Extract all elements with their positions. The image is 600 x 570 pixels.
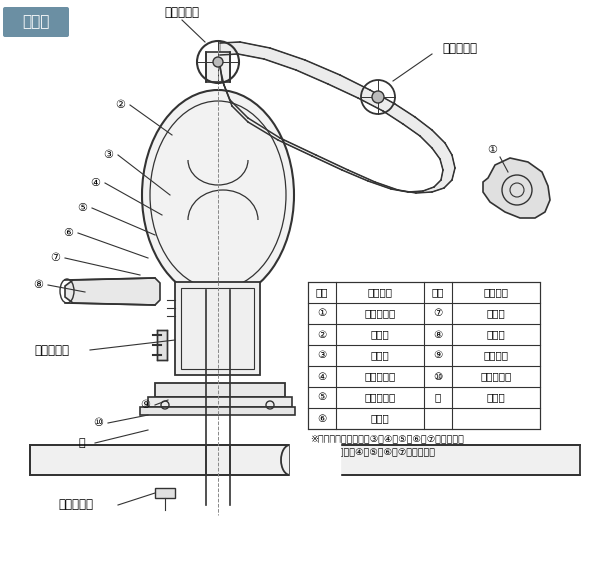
Polygon shape xyxy=(220,42,455,193)
Text: ※ピストン一式とは　③＋④＋⑤＋⑥＋⑦の部品です: ※ピストン一式とは ③＋④＋⑤＋⑥＋⑦の部品です xyxy=(310,434,464,443)
Text: 符号: 符号 xyxy=(432,287,444,298)
Text: 部品名称: 部品名称 xyxy=(367,287,392,298)
Text: ⑩: ⑩ xyxy=(93,418,103,428)
Text: ⑥: ⑥ xyxy=(63,228,73,238)
Text: 構造図: 構造図 xyxy=(22,14,50,30)
Text: 台　板: 台 板 xyxy=(487,393,505,402)
Polygon shape xyxy=(157,330,167,360)
Bar xyxy=(340,445,580,475)
Text: ①: ① xyxy=(487,145,497,155)
Polygon shape xyxy=(483,158,550,218)
Text: サ　ブ　タ: サ ブ タ xyxy=(364,393,395,402)
Text: ②: ② xyxy=(317,329,326,340)
Text: ⑪: ⑪ xyxy=(435,393,441,402)
Text: ⑦: ⑦ xyxy=(433,308,443,319)
Bar xyxy=(30,445,290,475)
Text: ⑧: ⑧ xyxy=(33,280,43,290)
Bar xyxy=(206,52,230,82)
Ellipse shape xyxy=(142,90,294,300)
Text: ⑪: ⑪ xyxy=(79,438,85,448)
Bar xyxy=(181,288,254,369)
Text: 二重ボルト: 二重ボルト xyxy=(35,344,70,356)
FancyBboxPatch shape xyxy=(3,7,69,37)
Text: ⑦: ⑦ xyxy=(50,253,60,263)
Text: 符号: 符号 xyxy=(316,287,328,298)
Text: ⑨: ⑨ xyxy=(140,400,150,410)
Bar xyxy=(140,407,295,415)
Text: ⑤: ⑤ xyxy=(317,393,326,402)
Text: ⑧: ⑧ xyxy=(433,329,443,340)
Text: ③: ③ xyxy=(317,351,326,360)
Text: ⑨: ⑨ xyxy=(433,351,443,360)
Text: ⑩: ⑩ xyxy=(433,372,443,381)
Bar xyxy=(155,383,285,397)
Text: 角　座　金: 角 座 金 xyxy=(364,372,395,381)
Text: ライト弁: ライト弁 xyxy=(484,351,509,360)
Circle shape xyxy=(372,91,384,103)
Text: 台締ボルト: 台締ボルト xyxy=(58,499,93,511)
Text: 巻　皮: 巻 皮 xyxy=(371,413,389,424)
Text: 部品名称: 部品名称 xyxy=(484,287,509,298)
Text: ①: ① xyxy=(317,308,326,319)
Text: 木　玉: 木 玉 xyxy=(487,308,505,319)
Text: ②: ② xyxy=(115,100,125,110)
Text: ネ　ジ　下: ネ ジ 下 xyxy=(481,372,512,381)
Text: 大栓ボルト: 大栓ボルト xyxy=(443,42,478,55)
Text: ④: ④ xyxy=(317,372,326,381)
Circle shape xyxy=(213,57,223,67)
Text: 本　体: 本 体 xyxy=(371,329,389,340)
Polygon shape xyxy=(65,278,160,305)
Text: 押　金: 押 金 xyxy=(371,351,389,360)
Text: ③: ③ xyxy=(103,150,113,160)
Bar xyxy=(175,282,260,375)
Text: ⑥: ⑥ xyxy=(317,413,326,424)
Bar xyxy=(148,397,292,407)
Bar xyxy=(308,282,540,429)
Text: 木玉皮付とは　④＋⑤＋⑥＋⑦の部品です: 木玉皮付とは ④＋⑤＋⑥＋⑦の部品です xyxy=(310,449,436,458)
Text: 水　口: 水 口 xyxy=(487,329,505,340)
Text: 小栓ボルト: 小栓ボルト xyxy=(164,6,199,19)
Text: ④: ④ xyxy=(90,178,100,188)
Text: ⑤: ⑤ xyxy=(77,203,87,213)
Text: 鉄ハンドル: 鉄ハンドル xyxy=(364,308,395,319)
Polygon shape xyxy=(155,488,175,498)
